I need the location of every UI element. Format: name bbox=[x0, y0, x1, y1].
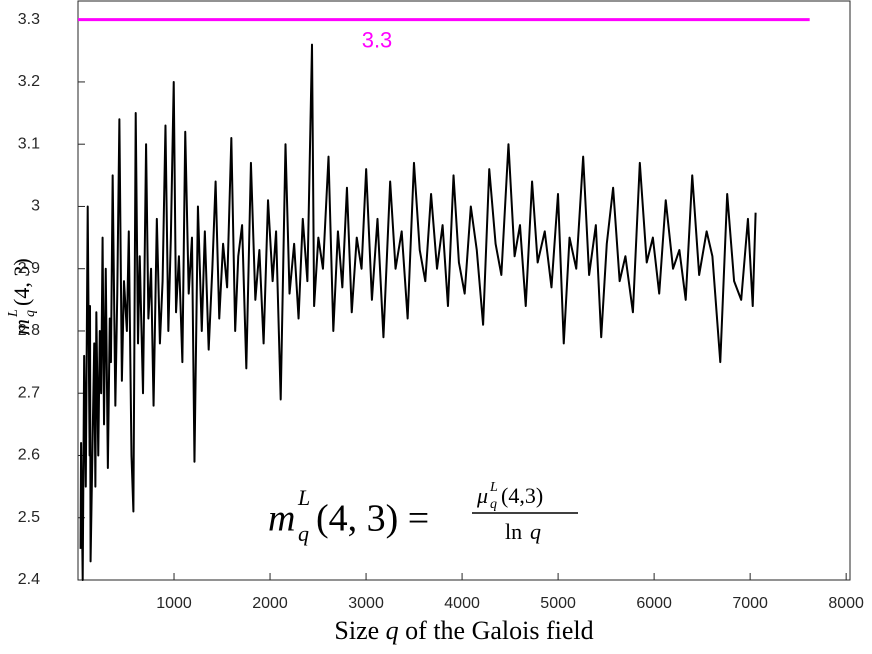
x-tick-label: 3000 bbox=[348, 595, 384, 612]
formula-num-sub: q bbox=[490, 497, 497, 512]
y-tick-label: 3.1 bbox=[18, 135, 40, 152]
y-axis-label: m L q (4, 3) bbox=[6, 258, 38, 335]
formula-den-var: q bbox=[530, 519, 541, 544]
x-tick-label: 7000 bbox=[732, 595, 768, 612]
x-tick-label: 5000 bbox=[540, 595, 576, 612]
y-tick-label: 3.3 bbox=[18, 11, 40, 28]
formula-den-fn: ln bbox=[505, 519, 522, 544]
y-tick-label: 2.7 bbox=[18, 384, 40, 401]
y-tick-label: 3 bbox=[31, 198, 40, 215]
x-tick-label: 8000 bbox=[828, 595, 864, 612]
y-tick-label: 2.6 bbox=[18, 447, 40, 464]
formula-base: m bbox=[268, 498, 295, 540]
y-label-args: (4, 3) bbox=[9, 258, 34, 306]
y-tick-label: 2.5 bbox=[18, 509, 40, 526]
reference-label: 3.3 bbox=[362, 27, 393, 52]
formula: m L q (4, 3) = μ L q (4,3) ln q bbox=[268, 480, 578, 546]
x-label-text: Size bbox=[334, 616, 385, 645]
formula-num-base: μ bbox=[476, 483, 488, 508]
y-label-base: m bbox=[9, 319, 34, 335]
formula-num-sup: L bbox=[489, 480, 498, 495]
y-label-sub: q bbox=[23, 310, 38, 317]
data-line bbox=[79, 43, 757, 581]
y-tick-label: 2.9 bbox=[18, 260, 40, 277]
formula-sup: L bbox=[297, 485, 310, 510]
x-tick-label: 4000 bbox=[444, 595, 480, 612]
y-label-sup: L bbox=[6, 309, 21, 318]
x-tick-label: 2000 bbox=[252, 595, 288, 612]
x-label-text: of the Galois field bbox=[399, 616, 594, 645]
x-tick-label: 6000 bbox=[636, 595, 672, 612]
y-tick-label: 2.8 bbox=[18, 322, 40, 339]
plot-area: 3.3 bbox=[78, 18, 847, 581]
y-tick-label: 2.4 bbox=[18, 571, 40, 588]
x-tick-label: 1000 bbox=[156, 595, 192, 612]
formula-sub: q bbox=[298, 521, 309, 546]
x-label-var: q bbox=[386, 616, 399, 645]
y-tick-label: 3.2 bbox=[18, 73, 40, 90]
x-axis-label: Size q of the Galois field bbox=[334, 616, 593, 645]
formula-num-args: (4,3) bbox=[501, 483, 543, 508]
formula-args: (4, 3) = bbox=[316, 498, 429, 540]
